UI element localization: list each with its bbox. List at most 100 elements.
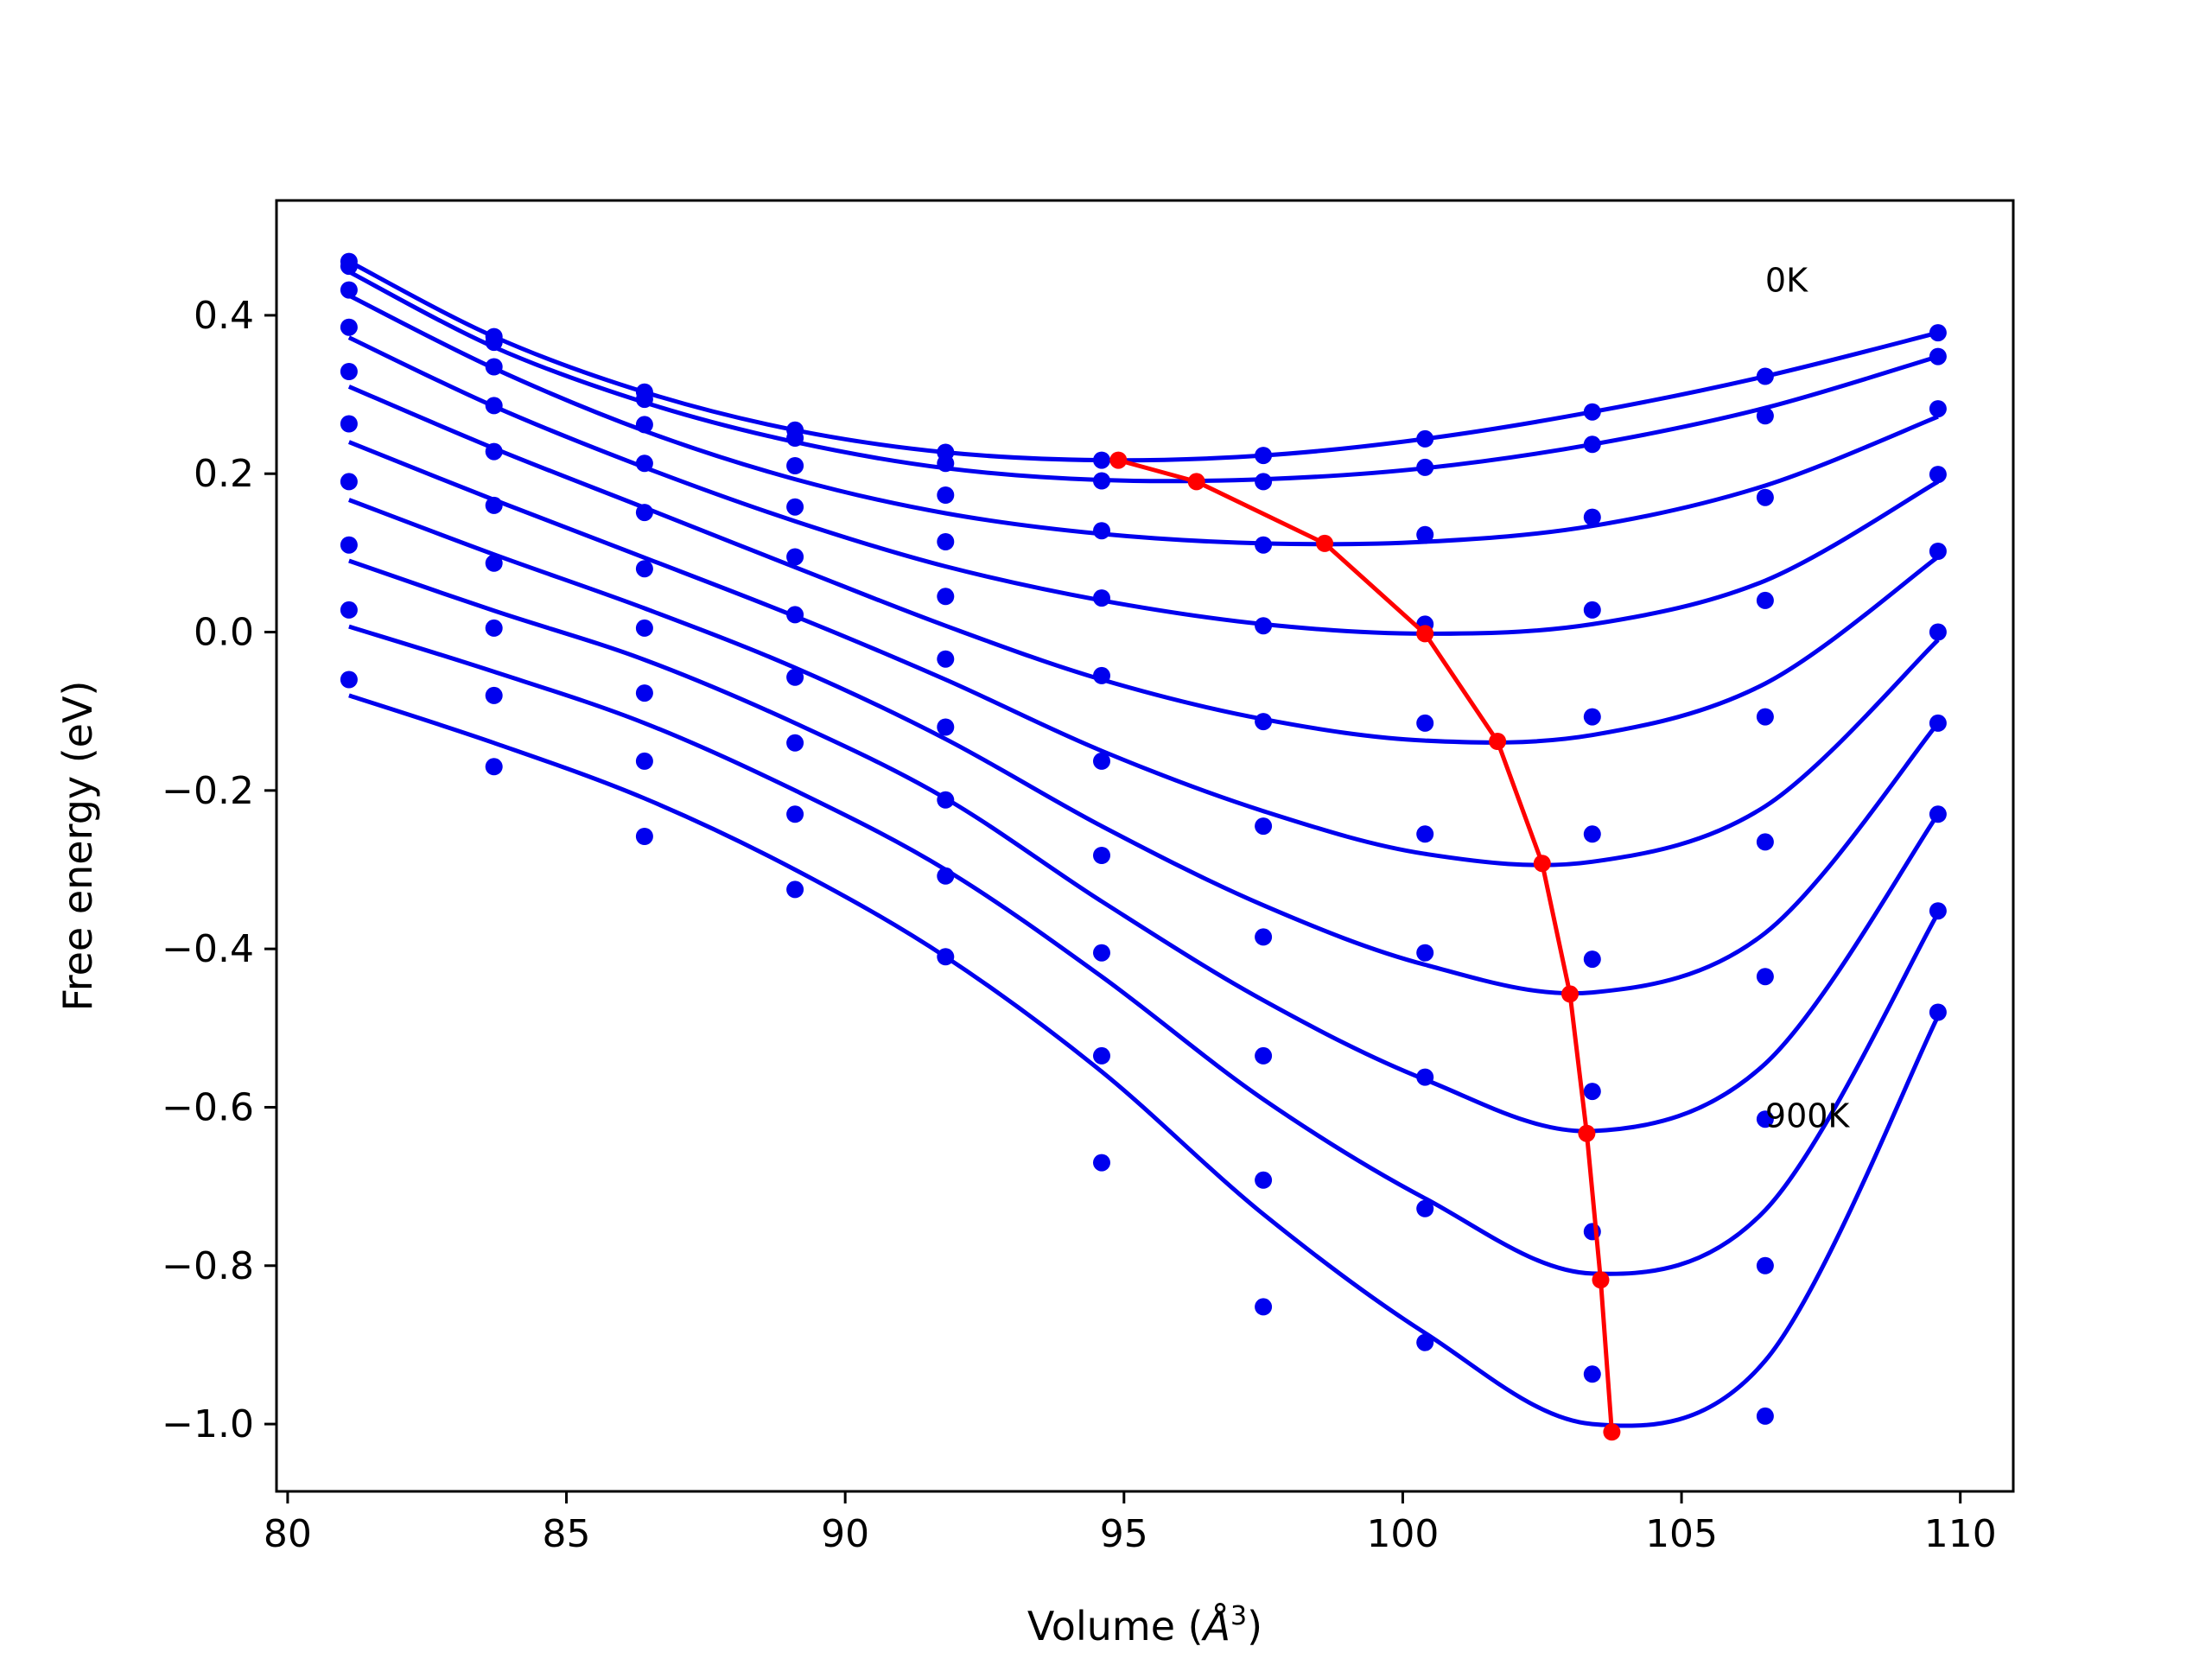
data-point-500K-4 [937, 650, 955, 668]
data-point-200K-9 [1756, 488, 1774, 506]
data-point-900K-3 [786, 880, 804, 899]
data-point-900K-8 [1583, 1365, 1601, 1383]
data-point-500K-6 [1255, 817, 1273, 836]
data-point-800K-4 [937, 867, 955, 885]
minimum-point-8 [1592, 1271, 1610, 1289]
data-point-500K-5 [1093, 752, 1110, 770]
data-point-700K-0 [340, 536, 358, 554]
data-point-600K-3 [786, 668, 804, 686]
data-point-0K-7 [1416, 429, 1434, 448]
annotation-1: 900K [1765, 1096, 1851, 1135]
data-point-900K-6 [1255, 1298, 1273, 1316]
data-point-700K-6 [1255, 1046, 1273, 1065]
data-point-300K-10 [1929, 466, 1947, 484]
data-point-600K-1 [485, 554, 503, 572]
data-point-0K-6 [1255, 447, 1273, 465]
data-point-700K-1 [485, 619, 503, 637]
y-axis-ticks: 0.4 0.2 0.0 −0.2 −0.4 −0.6 −0.8 −1.0 [162, 294, 276, 1446]
data-point-500K-3 [786, 606, 804, 624]
minimum-point-1 [1187, 473, 1205, 491]
data-point-800K-6 [1255, 1171, 1273, 1189]
fit-curve-600K [348, 498, 1940, 996]
data-point-500K-10 [1929, 623, 1947, 641]
data-point-600K-4 [937, 718, 955, 736]
data-point-300K-1 [485, 397, 503, 415]
data-point-300K-4 [937, 533, 955, 550]
data-point-600K-8 [1583, 950, 1601, 969]
data-point-800K-5 [1093, 1046, 1110, 1065]
data-point-600K-6 [1255, 928, 1273, 946]
data-point-400K-6 [1255, 713, 1273, 731]
x-axis-ticks: 80 85 90 95 100 105 110 [264, 1491, 1997, 1556]
data-point-500K-8 [1583, 825, 1601, 843]
x-tick-label-105: 105 [1645, 1512, 1718, 1556]
data-point-100K-10 [1929, 347, 1947, 365]
data-point-800K-7 [1416, 1199, 1434, 1217]
data-point-400K-9 [1756, 708, 1774, 726]
data-point-200K-6 [1255, 536, 1273, 554]
data-point-300K-3 [786, 498, 804, 516]
data-point-200K-1 [485, 358, 503, 376]
x-axis-label-symbol: Å [1201, 1603, 1230, 1649]
data-point-0K-8 [1583, 403, 1601, 421]
data-point-300K-9 [1756, 591, 1774, 609]
data-point-700K-8 [1583, 1083, 1601, 1101]
data-point-400K-5 [1093, 666, 1110, 684]
y-tick-label-7: −1.0 [162, 1402, 254, 1446]
data-point-300K-0 [340, 318, 358, 336]
x-tick-label-95: 95 [1100, 1512, 1148, 1556]
fit-curve-800K [348, 624, 1941, 1276]
data-point-900K-2 [635, 828, 653, 845]
data-point-0K-10 [1929, 324, 1947, 342]
data-point-700K-5 [1093, 944, 1110, 962]
data-point-300K-8 [1583, 601, 1601, 619]
data-point-600K-10 [1929, 714, 1947, 732]
minimum-point-3 [1416, 625, 1434, 643]
x-tick-label-80: 80 [264, 1512, 312, 1556]
data-point-100K-9 [1756, 407, 1774, 425]
data-point-800K-0 [340, 601, 358, 619]
minimum-point-4 [1489, 733, 1507, 750]
data-point-200K-8 [1583, 508, 1601, 526]
data-point-200K-5 [1093, 522, 1110, 540]
y-axis-label: Free energy (eV) [54, 681, 101, 1012]
data-point-100K-4 [937, 454, 955, 473]
data-point-600K-9 [1756, 968, 1774, 986]
data-point-200K-0 [340, 281, 358, 299]
data-point-500K-1 [485, 496, 503, 514]
data-point-800K-2 [635, 752, 653, 770]
data-point-800K-1 [485, 686, 503, 704]
data-point-0K-9 [1756, 367, 1774, 385]
data-point-400K-8 [1583, 708, 1601, 726]
data-point-400K-1 [485, 442, 503, 461]
data-point-600K-7 [1416, 944, 1434, 962]
data-point-500K-0 [340, 415, 358, 433]
data-point-200K-10 [1929, 400, 1947, 418]
minimum-point-0 [1109, 451, 1128, 469]
data-point-100K-1 [485, 334, 503, 352]
data-point-900K-4 [937, 948, 955, 966]
y-tick-label-1: 0.2 [194, 452, 254, 496]
data-point-100K-8 [1583, 435, 1601, 454]
data-point-400K-0 [340, 363, 358, 380]
data-point-100K-2 [635, 391, 653, 409]
x-axis-label: Volume (Å3) [1027, 1601, 1262, 1649]
data-point-400K-2 [635, 504, 653, 522]
data-points [340, 252, 1947, 1425]
data-point-200K-2 [635, 416, 653, 434]
data-point-400K-3 [786, 548, 804, 566]
y-tick-label-5: −0.6 [162, 1085, 254, 1129]
data-point-800K-3 [786, 805, 804, 823]
data-point-200K-7 [1416, 525, 1434, 543]
minimum-point-7 [1578, 1124, 1596, 1142]
minimum-point-2 [1316, 534, 1334, 552]
data-point-200K-4 [937, 486, 955, 504]
x-tick-label-110: 110 [1924, 1512, 1997, 1556]
data-point-900K-1 [485, 758, 503, 776]
x-tick-label-90: 90 [821, 1512, 869, 1556]
data-point-600K-0 [340, 473, 358, 491]
data-point-700K-10 [1929, 805, 1947, 823]
x-axis-label-close: ) [1247, 1603, 1262, 1649]
data-point-700K-2 [635, 684, 653, 702]
data-point-400K-4 [937, 588, 955, 606]
